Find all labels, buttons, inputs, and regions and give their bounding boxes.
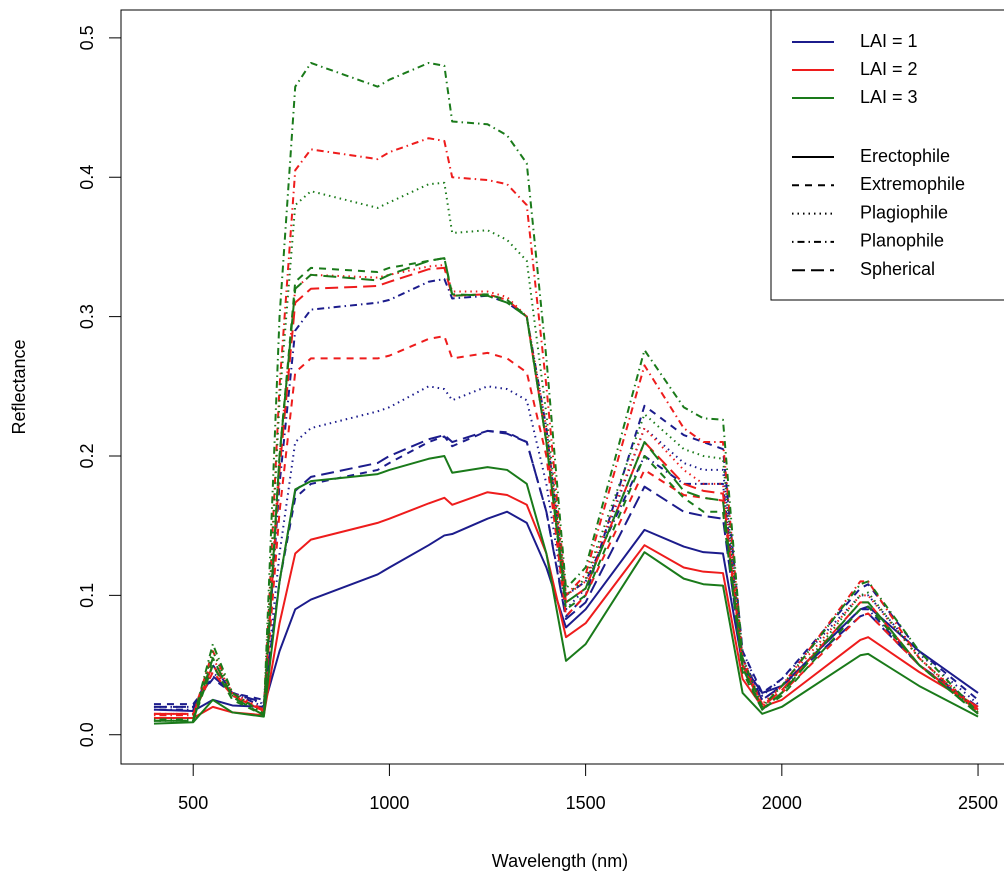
x-tick-label: 1500 [566,793,606,813]
x-tick-label: 2500 [958,793,998,813]
plot-box [120,9,1004,765]
x-axis-label: Wavelength (nm) [492,851,628,871]
legend-label: LAI = 2 [860,59,918,79]
legend-label: Plagiophile [860,202,948,222]
spectrum-line [153,257,979,722]
spectrum-line [153,257,979,722]
legend-label: LAI = 1 [860,31,918,51]
y-tick-label: 0.3 [77,304,97,329]
y-axis-label: Reflectance [9,339,29,434]
x-tick-label: 500 [178,793,208,813]
y-tick-label: 0.4 [77,165,97,190]
y-tick-label: 0.2 [77,443,97,468]
legend-label: Erectophile [860,146,950,166]
x-tick-label: 2000 [762,793,802,813]
legend-label: Extremophile [860,174,965,194]
spectrum-line [153,61,979,721]
y-tick-label: 0.0 [77,722,97,747]
spectrum-line [153,454,979,725]
x-tick-label: 1000 [369,793,409,813]
y-tick-label: 0.5 [77,25,97,50]
legend-box [770,9,1004,301]
y-tick-label: 0.1 [77,583,97,608]
legend-label: LAI = 3 [860,87,918,107]
legend-label: Spherical [860,259,935,279]
legend-label: Planophile [860,231,944,251]
spectrum-line [153,335,979,715]
